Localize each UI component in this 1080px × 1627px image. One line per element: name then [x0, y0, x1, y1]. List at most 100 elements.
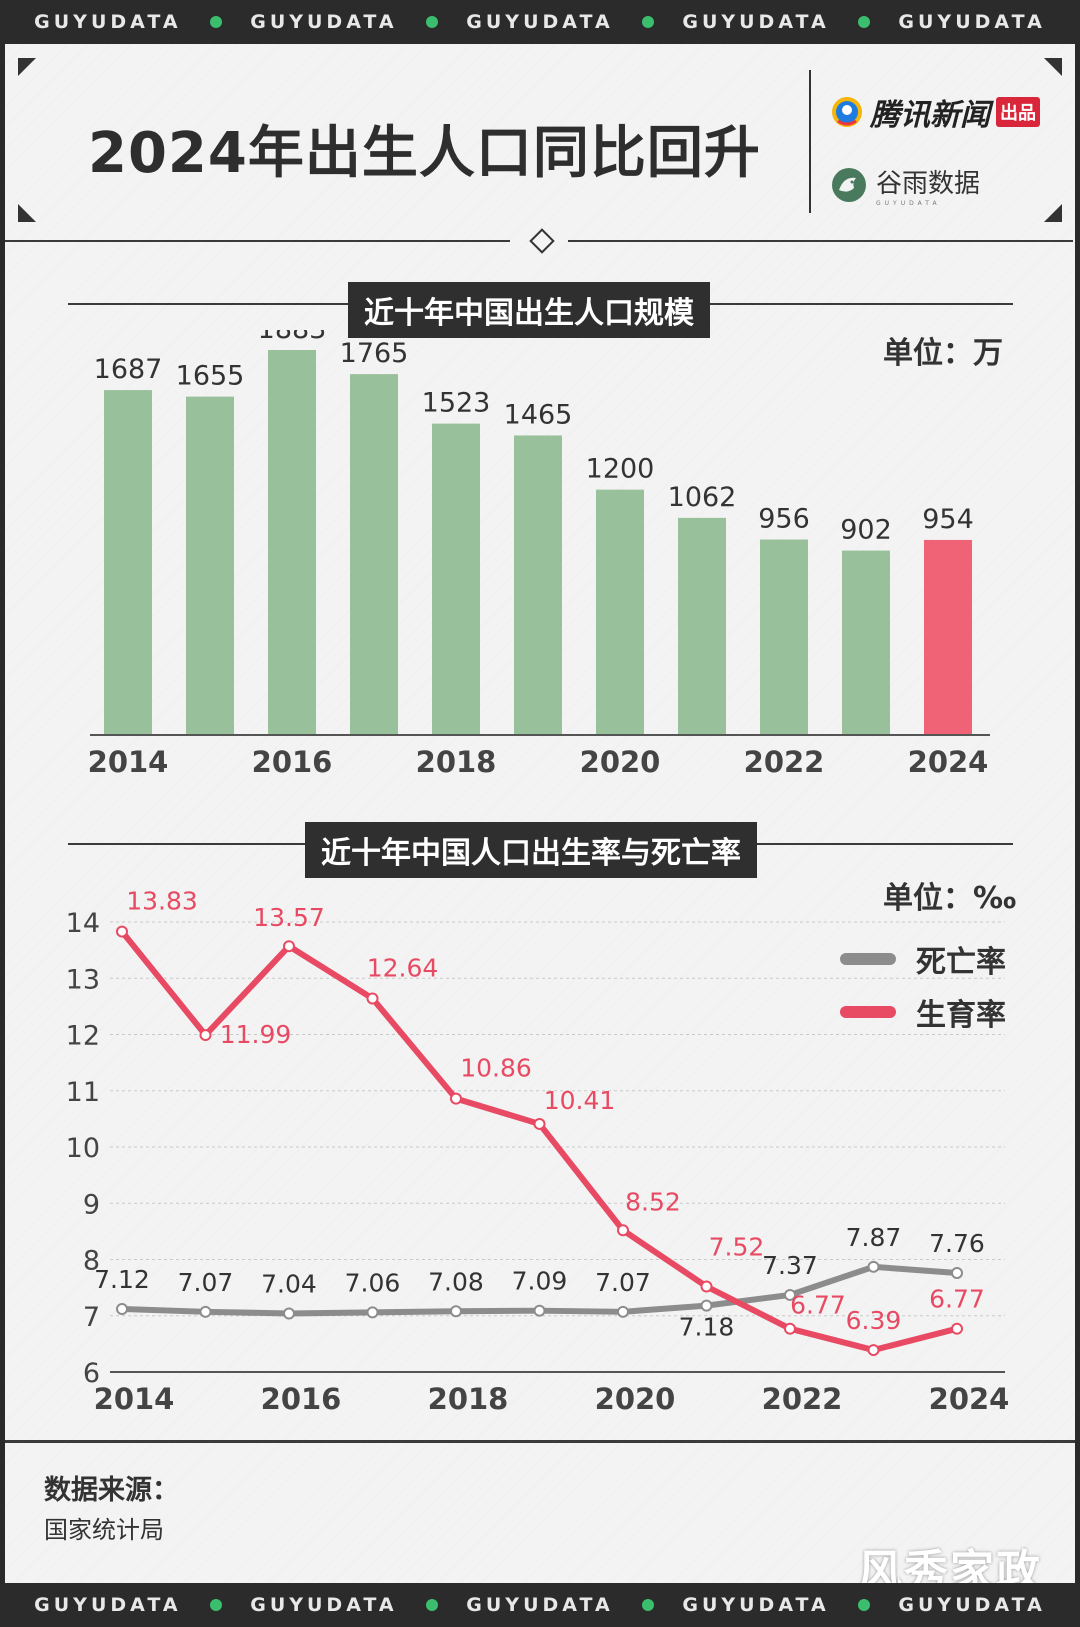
line-x-tick-label: 2014 [94, 1382, 175, 1416]
data-point [366, 992, 379, 1005]
bar-x-tick-label: 2022 [744, 745, 825, 779]
bar-value-label: 902 [840, 515, 892, 546]
ticker-text: GUYUDATA [250, 1594, 398, 1616]
data-point [450, 1092, 462, 1105]
data-point-label: 7.09 [512, 1267, 568, 1296]
legend-swatch [840, 953, 896, 965]
section2-unit: 单位：‰ [883, 881, 1017, 916]
data-point-label: 10.41 [544, 1086, 616, 1115]
data-point [533, 1304, 546, 1317]
data-point [116, 925, 128, 938]
ticker-dot-icon [425, 16, 438, 28]
brand-name: 腾讯新闻 [870, 98, 990, 133]
line-y-tick-label: 9 [83, 1189, 100, 1220]
line-y-tick-label: 10 [66, 1133, 100, 1164]
legend-swatch [840, 1006, 896, 1018]
bar-x-tick-label: 2018 [416, 745, 497, 779]
corner-mark-top-left [18, 58, 36, 76]
bar-2018 [432, 423, 480, 735]
birth-death-rate-line-chart: 6 7 8 9 10 11 12 13 14 2014 2016 2018 2020 2022 2024 7.… [66, 887, 1010, 1416]
corner-mark-top-right [1044, 58, 1062, 76]
data-point-label: 13.57 [253, 903, 325, 932]
data-point [283, 1307, 295, 1320]
data-point [199, 1305, 212, 1318]
data-point [867, 1344, 880, 1357]
footer-separator [5, 1440, 1075, 1443]
header-divider [809, 70, 811, 213]
brand-subtitle: GUYUDATA [876, 200, 941, 207]
data-point [283, 940, 295, 953]
top-ticker-banner: GUYUDATA GUYUDATA GUYUDATA GUYUDATA GUYU… [0, 0, 1080, 44]
bar-value-label: 1765 [340, 338, 409, 369]
data-point [533, 1117, 546, 1130]
brand-tag: 出品 [996, 97, 1040, 127]
bar-value-label: 1687 [94, 354, 163, 385]
section1-unit: 单位：万 [883, 336, 1003, 371]
bar-2015 [186, 396, 234, 735]
bar-2019 [514, 435, 562, 735]
data-point-label: 7.18 [679, 1313, 735, 1342]
data-point-label: 7.12 [94, 1265, 150, 1294]
ticker-text: GUYUDATA [34, 11, 182, 33]
data-point [951, 1267, 963, 1279]
data-point [784, 1322, 796, 1335]
ticker-text: GUYUDATA [34, 1594, 182, 1616]
data-point-label: 7.08 [428, 1267, 484, 1296]
line-y-tick-label: 13 [66, 964, 100, 995]
data-point [366, 1306, 379, 1319]
ticker-text: GUYUDATA [898, 1594, 1046, 1616]
header-separator-left [5, 240, 510, 242]
line-x-tick-label: 2022 [762, 1382, 843, 1416]
bar-2022 [760, 539, 808, 735]
line-y-tick-label: 7 [83, 1302, 100, 1333]
source-label: 数据来源： [44, 1475, 179, 1506]
data-point-label: 7.87 [846, 1223, 902, 1252]
corner-mark-bottom-left [18, 204, 36, 222]
corner-mark-bottom-right [1044, 204, 1062, 222]
bar-value-label: 1465 [504, 399, 573, 430]
data-point-label: 10.86 [460, 1054, 532, 1083]
data-point-label: 7.76 [929, 1229, 985, 1258]
data-point [116, 1303, 128, 1315]
legend-label: 生育率 [916, 998, 1006, 1033]
data-point-label: 11.99 [220, 1020, 292, 1049]
line-x-tick-label: 2018 [428, 1382, 509, 1416]
ticker-dot-icon [209, 16, 222, 28]
data-point-label: 6.77 [790, 1291, 846, 1320]
legend-label: 死亡率 [916, 945, 1006, 980]
bar-value-label: 1062 [668, 482, 737, 513]
bottom-ticker-banner: GUYUDATA GUYUDATA GUYUDATA GUYUDATA GUYU… [0, 1583, 1080, 1627]
data-point-label: 7.04 [261, 1270, 317, 1299]
source-value: 国家统计局 [44, 1516, 164, 1544]
data-point-label: 6.39 [846, 1306, 902, 1335]
line-x-tick-label: 2024 [929, 1382, 1010, 1416]
data-point [617, 1305, 629, 1318]
data-point [450, 1305, 462, 1318]
section2-title: 近十年中国人口出生率与死亡率 [305, 822, 757, 878]
legend-item-death-rate: 死亡率 [840, 937, 1006, 981]
page-title: 2024年出生人口同比回升 [88, 121, 761, 186]
section1-title: 近十年中国出生人口规模 [348, 282, 710, 338]
ticker-text: GUYUDATA [682, 11, 830, 33]
brand-guyu-data: 谷雨数据 GUYUDATA [830, 163, 980, 207]
bar-2016 [268, 350, 316, 735]
bar-value-label: 1655 [176, 361, 245, 392]
data-point-label: 7.37 [762, 1251, 818, 1280]
bar-2017 [350, 374, 398, 735]
data-point-label: 7.06 [345, 1268, 401, 1297]
data-point [867, 1260, 880, 1273]
bar-x-tick-label: 2014 [88, 745, 169, 779]
data-point-label: 7.07 [595, 1268, 651, 1297]
line-x-tick-label: 2020 [595, 1382, 676, 1416]
ticker-dot-icon [425, 1599, 438, 1611]
bar-2024 [924, 539, 972, 735]
bar-value-label: 954 [922, 504, 974, 535]
line-y-tick-label: 6 [83, 1358, 100, 1389]
bar-2014 [104, 390, 152, 735]
bar-x-tick-label: 2020 [580, 745, 661, 779]
bar-2020 [596, 489, 644, 735]
bar-2023 [842, 550, 890, 735]
line-y-tick-label: 8 [83, 1246, 100, 1277]
header-separator-right [568, 240, 1073, 242]
brand-name: 谷雨数据 [876, 169, 981, 199]
